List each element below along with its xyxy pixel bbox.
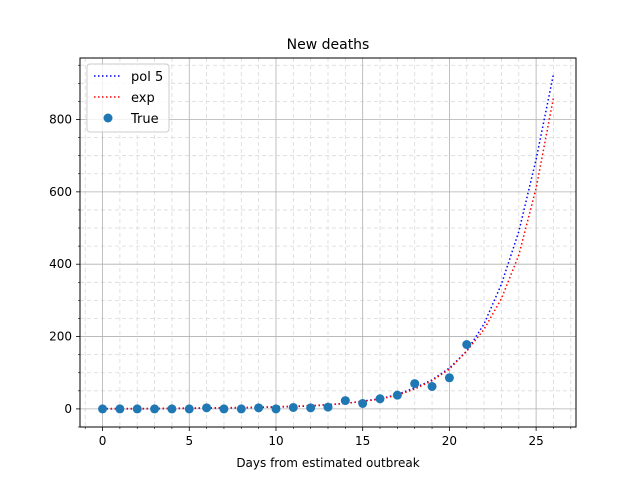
data-point xyxy=(444,373,454,383)
legend-label: True xyxy=(130,112,159,127)
data-point xyxy=(236,404,246,414)
data-point xyxy=(115,404,125,414)
data-point xyxy=(288,402,298,412)
data-point xyxy=(392,390,402,400)
data-point xyxy=(375,394,385,404)
x-tick-label: 25 xyxy=(528,434,543,448)
y-tick-label: 800 xyxy=(49,113,72,127)
data-point xyxy=(202,403,212,413)
x-tick-label: 20 xyxy=(442,434,457,448)
data-point xyxy=(358,398,368,408)
data-point xyxy=(410,379,420,389)
axis-ticks: 0 5 10 15 20 25 0 200 400 600 800 xyxy=(49,64,572,448)
legend-swatch xyxy=(103,113,113,123)
data-point xyxy=(306,403,316,413)
data-point xyxy=(150,404,160,414)
data-point xyxy=(98,404,108,414)
data-point xyxy=(323,402,333,412)
y-tick-label: 200 xyxy=(49,330,72,344)
data-point xyxy=(184,404,194,414)
x-tick-label: 5 xyxy=(185,434,193,448)
data-point xyxy=(167,404,177,414)
data-point xyxy=(132,404,142,414)
data-point xyxy=(254,403,264,413)
legend-label: pol 5 xyxy=(131,70,163,85)
data-point xyxy=(219,404,229,414)
major-grid xyxy=(80,58,576,427)
data-point xyxy=(340,396,350,406)
data-point xyxy=(462,340,472,350)
chart-title: New deaths xyxy=(287,37,370,53)
series-layer xyxy=(98,74,555,414)
legend-label: exp xyxy=(131,91,155,106)
data-point xyxy=(271,404,281,414)
data-point xyxy=(427,381,437,391)
x-tick-label: 15 xyxy=(355,434,370,448)
x-axis-label: Days from estimated outbreak xyxy=(236,456,419,470)
y-tick-label: 400 xyxy=(49,257,72,271)
y-tick-label: 600 xyxy=(49,185,72,199)
x-tick-label: 10 xyxy=(268,434,283,448)
legend: pol 5 exp True xyxy=(86,63,170,133)
y-tick-label: 0 xyxy=(64,402,72,416)
x-tick-label: 0 xyxy=(99,434,107,448)
